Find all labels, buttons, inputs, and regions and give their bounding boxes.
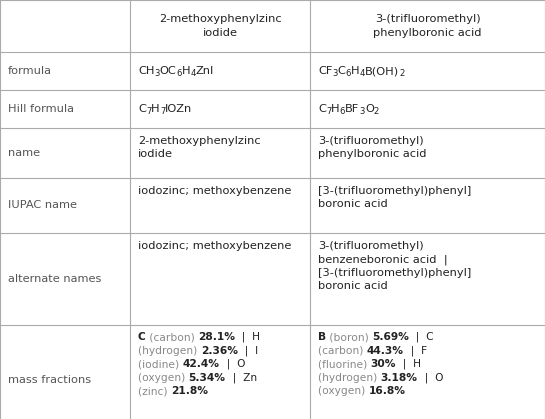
Text: 3: 3 — [360, 107, 365, 116]
Text: alternate names: alternate names — [8, 274, 101, 284]
Text: [3-(trifluoromethyl)phenyl]
boronic acid: [3-(trifluoromethyl)phenyl] boronic acid — [318, 186, 471, 209]
Text: 4: 4 — [191, 69, 196, 78]
Text: |  F: | F — [404, 345, 427, 356]
Text: H: H — [351, 66, 360, 76]
Text: C: C — [338, 66, 346, 76]
Text: C: C — [138, 104, 146, 114]
Text: 7: 7 — [146, 107, 152, 116]
Text: H: H — [182, 66, 191, 76]
Text: IUPAC name: IUPAC name — [8, 201, 77, 210]
Text: |  H: | H — [235, 332, 260, 342]
Text: BF: BF — [345, 104, 360, 114]
Text: 3.18%: 3.18% — [380, 372, 417, 383]
Text: |  Zn: | Zn — [226, 372, 257, 383]
Text: 21.8%: 21.8% — [171, 386, 208, 396]
Text: iodozinc; methoxybenzene: iodozinc; methoxybenzene — [138, 241, 292, 251]
Text: (iodine): (iodine) — [138, 359, 183, 369]
Text: H: H — [152, 104, 160, 114]
Text: ZnI: ZnI — [196, 66, 214, 76]
Text: 2-methoxyphenylzinc
iodide: 2-methoxyphenylzinc iodide — [138, 136, 261, 159]
Text: |  O: | O — [417, 372, 443, 383]
Text: 30%: 30% — [371, 359, 396, 369]
Text: 7: 7 — [326, 107, 331, 116]
Text: iodozinc; methoxybenzene: iodozinc; methoxybenzene — [138, 186, 292, 196]
Text: (zinc): (zinc) — [138, 386, 171, 396]
Text: 4: 4 — [360, 69, 365, 78]
Text: 7: 7 — [160, 107, 165, 116]
Text: 2: 2 — [374, 107, 379, 116]
Text: (boron): (boron) — [326, 332, 372, 342]
Text: 3-(trifluoromethyl)
phenylboronic acid: 3-(trifluoromethyl) phenylboronic acid — [373, 14, 482, 38]
Text: CH: CH — [138, 66, 154, 76]
Text: mass fractions: mass fractions — [8, 375, 91, 385]
Text: |  C: | C — [409, 332, 434, 342]
Text: (hydrogen): (hydrogen) — [138, 346, 201, 355]
Text: 42.4%: 42.4% — [183, 359, 220, 369]
Text: name: name — [8, 148, 40, 158]
Text: 2-methoxyphenylzinc
iodide: 2-methoxyphenylzinc iodide — [159, 14, 281, 38]
Text: 5.69%: 5.69% — [372, 332, 409, 342]
Text: (oxygen): (oxygen) — [138, 372, 189, 383]
Text: 2.36%: 2.36% — [201, 346, 238, 355]
Text: C: C — [138, 332, 146, 342]
Text: (fluorine): (fluorine) — [318, 359, 371, 369]
Text: C: C — [318, 104, 326, 114]
Text: (oxygen): (oxygen) — [318, 386, 368, 396]
Text: Hill formula: Hill formula — [8, 104, 74, 114]
Text: 2: 2 — [399, 69, 404, 78]
Text: 44.3%: 44.3% — [367, 346, 404, 355]
Text: IOZn: IOZn — [165, 104, 192, 114]
Text: 6: 6 — [340, 107, 345, 116]
Text: (hydrogen): (hydrogen) — [318, 372, 380, 383]
Text: 3: 3 — [154, 69, 160, 78]
Text: 16.8%: 16.8% — [368, 386, 405, 396]
Text: |  H: | H — [396, 359, 421, 369]
Text: 6: 6 — [177, 69, 182, 78]
Text: O: O — [365, 104, 374, 114]
Text: |  I: | I — [238, 345, 258, 356]
Text: 28.1%: 28.1% — [198, 332, 235, 342]
Text: OC: OC — [160, 66, 177, 76]
Text: (carbon): (carbon) — [318, 346, 367, 355]
Text: 6: 6 — [346, 69, 351, 78]
Text: formula: formula — [8, 66, 52, 76]
Text: B(OH): B(OH) — [365, 66, 399, 76]
Text: 3: 3 — [332, 69, 338, 78]
Text: CF: CF — [318, 66, 332, 76]
Text: (carbon): (carbon) — [146, 332, 198, 342]
Text: H: H — [331, 104, 340, 114]
Text: 3-(trifluoromethyl)
benzeneboronic acid  |
[3-(trifluoromethyl)phenyl]
boronic a: 3-(trifluoromethyl) benzeneboronic acid … — [318, 241, 471, 291]
Text: B: B — [318, 332, 326, 342]
Text: |  O: | O — [220, 359, 245, 369]
Text: 3-(trifluoromethyl)
phenylboronic acid: 3-(trifluoromethyl) phenylboronic acid — [318, 136, 427, 159]
Text: 5.34%: 5.34% — [189, 372, 226, 383]
